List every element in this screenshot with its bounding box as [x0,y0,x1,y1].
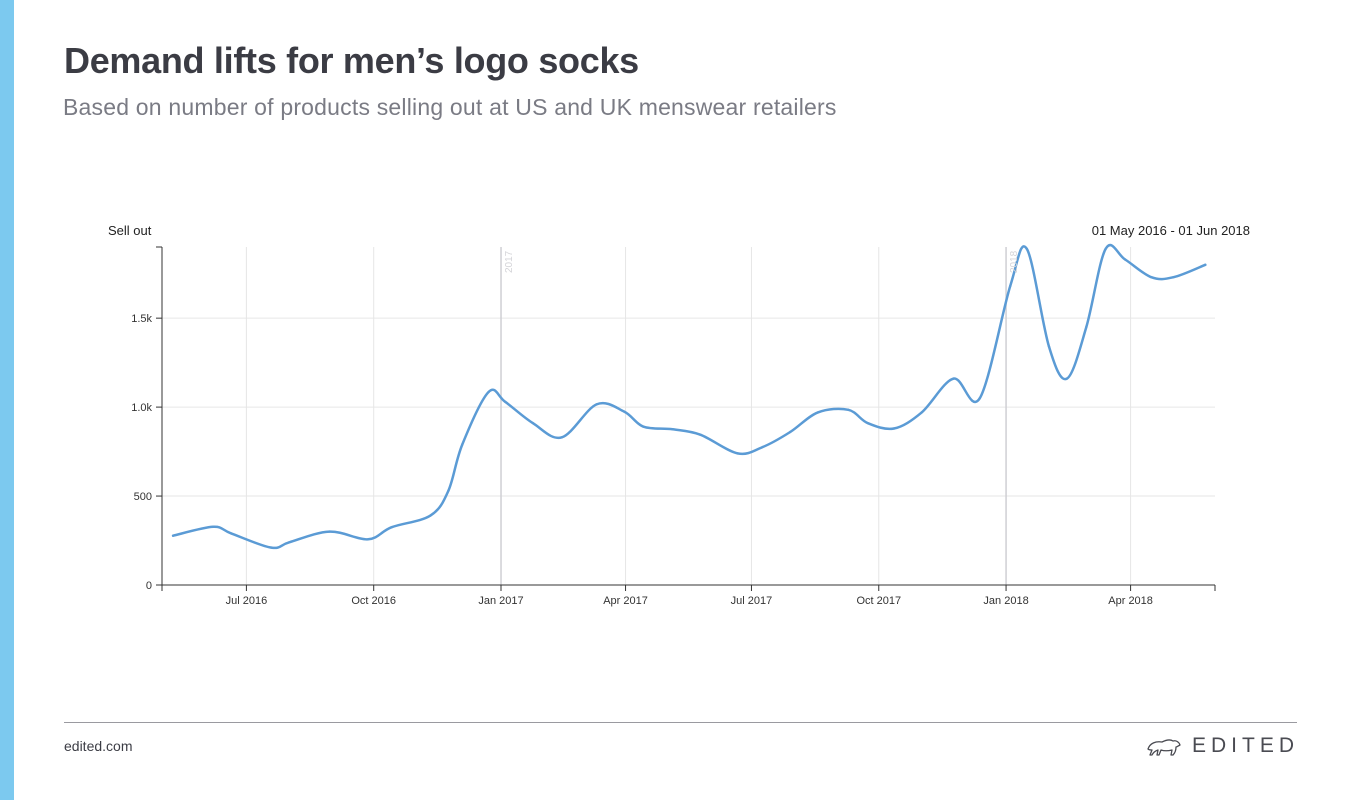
data-point [952,377,955,380]
data-point [504,400,507,403]
grid-layer [162,247,1215,585]
x-tick-label: Apr 2018 [1108,595,1153,607]
data-point [212,525,215,528]
x-tick-label: Oct 2017 [856,595,901,607]
data-point [816,411,820,414]
data-point [789,430,792,434]
series-layer [171,243,1207,550]
data-point [390,526,393,529]
axis-layer [156,246,1216,591]
brand-name: EDITED [1192,734,1300,757]
accent-bar [0,0,14,800]
y-tick-label: 0 [146,580,152,592]
data-point [1104,247,1107,250]
y-axis-title: Sell out [108,223,152,238]
data-point [595,403,598,406]
x-tick-label: Jul 2016 [226,595,268,607]
data-point [1047,345,1051,348]
y-tick-label: 500 [134,491,152,503]
chart-subtitle: Based on number of products selling out … [63,94,837,120]
data-point [761,445,764,449]
data-point [1150,276,1153,279]
data-point [847,408,850,411]
data-point [1172,276,1175,279]
data-point [560,436,564,439]
data-point [171,534,175,537]
data-point [699,433,702,436]
x-tick-label: Oct 2016 [351,595,396,607]
year-marker-label: 2018 [1009,250,1020,273]
data-point [623,410,626,413]
data-point [978,397,981,400]
chart-title: Demand lifts for men’s logo socks [64,40,639,81]
data-point [1065,377,1069,380]
x-tick-label: Jan 2018 [983,595,1028,607]
date-range-label: 01 May 2016 - 01 Jun 2018 [1092,223,1250,238]
x-tick-label: Apr 2017 [603,595,648,607]
y-tick-label: 1.0k [131,402,152,414]
polar-bear-icon [1147,739,1181,756]
data-point [1123,258,1127,261]
data-point [461,443,464,446]
data-point [671,428,674,431]
data-point [1085,325,1088,329]
data-point [487,390,490,394]
data-point [866,421,869,425]
data-point [1204,263,1207,266]
data-point [920,411,923,414]
data-point [531,421,534,425]
data-point [288,541,291,544]
data-point [736,452,739,455]
line-chart: 0 500 1.0k 1.5k Jul 2016 Oct 2016 Jan 2017 Apr … [108,223,1250,607]
data-point [892,427,896,430]
series-line [171,243,1207,550]
data-point [367,538,370,541]
y-tick-label: 1.5k [131,313,152,325]
data-point [270,546,273,549]
data-point [447,489,450,492]
label-layer: 0 500 1.0k 1.5k Jul 2016 Oct 2016 Jan 2017 Apr … [108,223,1250,607]
data-point [1009,284,1012,288]
data-point [1025,247,1029,250]
data-point [642,425,645,428]
footer-divider [64,722,1297,723]
x-tick-label: Jul 2017 [731,595,773,607]
x-tick-label: Jan 2017 [478,595,523,607]
data-point [429,514,432,517]
footer-url[interactable]: edited.com [64,738,133,754]
year-marker-label: 2017 [504,250,515,273]
brand-logo[interactable]: EDITED [1146,734,1299,758]
data-point [230,532,233,535]
data-point [328,530,331,533]
